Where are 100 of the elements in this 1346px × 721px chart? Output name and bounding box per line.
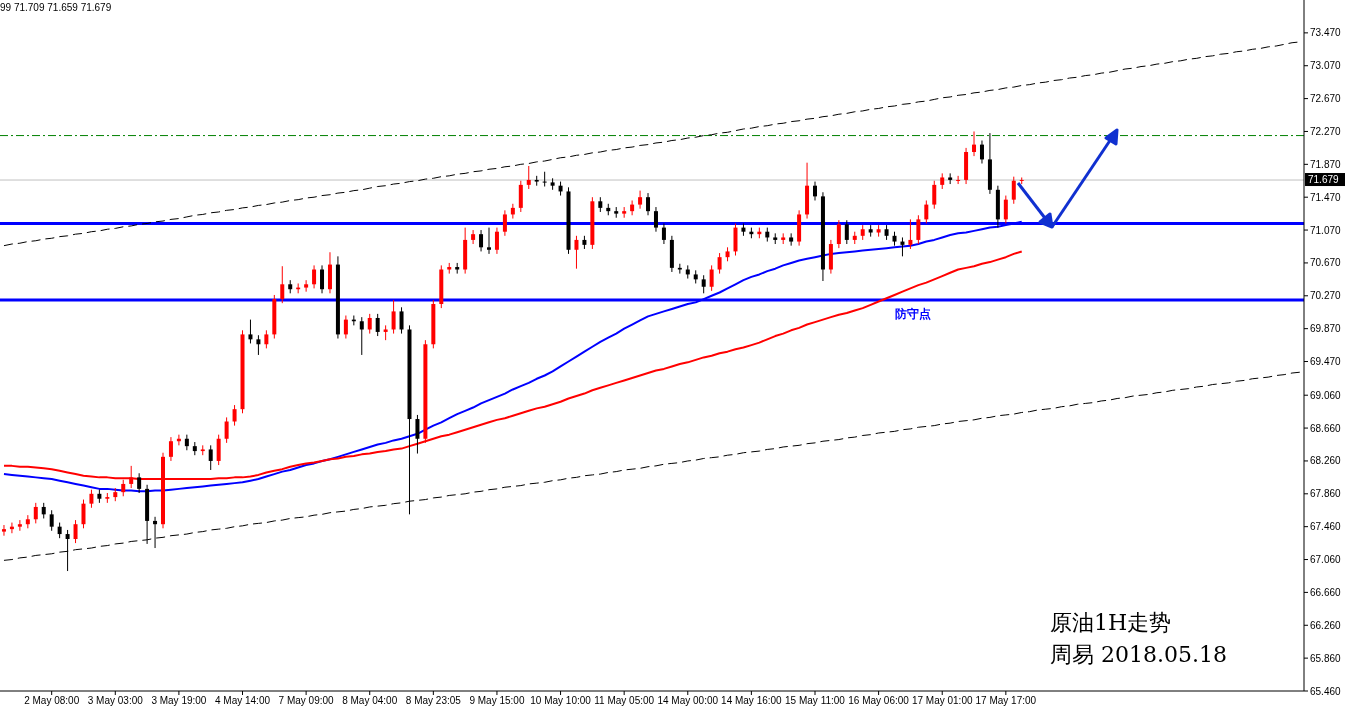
- candlestick: [630, 199, 635, 216]
- y-tick-label: 66.260: [1310, 619, 1342, 631]
- y-tick-label: 69.870: [1310, 323, 1342, 335]
- candlestick: [972, 130, 977, 157]
- candlestick: [932, 180, 937, 210]
- candlestick: [924, 199, 929, 224]
- candlestick: [789, 232, 794, 247]
- candlestick: [343, 315, 348, 340]
- candlestick: [653, 206, 658, 233]
- x-tick-label: 15 May 11:00: [785, 695, 846, 707]
- candlestick: [494, 227, 499, 255]
- candlestick: [717, 252, 722, 275]
- x-tick-label: 8 May 04:00: [342, 695, 398, 707]
- candlestick: [73, 519, 78, 544]
- y-tick-label: 71.870: [1310, 158, 1342, 170]
- candlestick: [487, 227, 491, 255]
- candlestick: [709, 264, 714, 292]
- candlestick: [900, 236, 905, 257]
- candlestick: [733, 222, 738, 257]
- y-tick-label: 68.260: [1310, 455, 1342, 467]
- ref-line-label: 71.679: [1308, 174, 1340, 186]
- candlestick: [701, 274, 706, 294]
- candlestick: [264, 329, 269, 349]
- candlestick: [375, 313, 380, 337]
- y-tick-label: 69.470: [1310, 356, 1342, 368]
- y-tick-label: 69.060: [1310, 389, 1342, 401]
- candlestick: [471, 229, 476, 245]
- y-tick-label: 70.270: [1310, 290, 1342, 302]
- x-tick-label: 9 May 15:00: [469, 695, 525, 707]
- candlestick: [184, 434, 189, 451]
- candlestick: [168, 436, 173, 462]
- candlestick: [81, 499, 86, 529]
- candlestick: [367, 313, 372, 335]
- x-tick-label: 17 May 01:00: [911, 695, 973, 707]
- candlestick: [956, 175, 961, 185]
- y-tick-label: 73.470: [1310, 27, 1342, 39]
- ref-line-label: 防守点: [894, 306, 931, 321]
- candlestick: [844, 219, 849, 245]
- y-tick-label: 72.270: [1310, 126, 1342, 138]
- x-tick-label: 16 May 06:00: [848, 695, 910, 707]
- x-tick-label: 17 May 17:00: [975, 695, 1037, 707]
- candlestick: [542, 171, 547, 188]
- candlestick: [813, 181, 817, 201]
- candlestick: [916, 214, 921, 245]
- y-tick-label: 73.070: [1310, 60, 1342, 72]
- candlestick: [256, 334, 261, 356]
- y-tick-label: 71.470: [1310, 191, 1342, 203]
- y-tick-label: 68.660: [1310, 422, 1342, 434]
- x-tick-label: 11 May 05:00: [594, 695, 655, 707]
- candlestick: [479, 229, 484, 252]
- x-tick-label: 3 May 19:00: [151, 695, 207, 707]
- candlestick: [638, 190, 643, 210]
- candlestick: [1011, 176, 1016, 205]
- x-tick-label: 10 May 10:00: [530, 695, 592, 707]
- candlestick: [518, 180, 523, 213]
- candlestick: [280, 265, 285, 304]
- annotation: 周易 2018.05.18: [1050, 641, 1227, 669]
- candlestick: [391, 299, 396, 335]
- candlestick: [661, 222, 666, 245]
- candlestick: [502, 209, 507, 237]
- y-tick-label: 67.860: [1310, 488, 1342, 500]
- x-tick-label: 7 May 09:00: [278, 695, 335, 707]
- candlestick: [49, 509, 54, 532]
- x-tick-label: 14 May 16:00: [721, 695, 783, 707]
- candlestick: [646, 192, 651, 216]
- candlestick: [248, 319, 253, 344]
- annotation: 99 71.709 71.659 71.679: [0, 2, 112, 13]
- candlestick: [574, 235, 579, 270]
- candlestick: [1, 524, 6, 537]
- candlestick: [1003, 195, 1008, 224]
- candlestick: [979, 140, 984, 165]
- candlestick: [153, 516, 158, 549]
- candlestick: [208, 444, 213, 471]
- y-tick-label: 67.060: [1310, 554, 1342, 566]
- candlestick: [224, 416, 229, 444]
- candlestick: [232, 404, 237, 427]
- x-tick-label: 14 May 00:00: [657, 695, 719, 707]
- y-tick-label: 70.670: [1310, 257, 1342, 269]
- candlestick: [304, 279, 309, 293]
- x-tick-label: 4 May 14:00: [214, 695, 271, 707]
- candlestick: [312, 264, 317, 289]
- x-tick-label: 3 May 03:00: [87, 695, 144, 707]
- candlestick: [216, 434, 221, 466]
- annotation: 原油1H走势: [1050, 609, 1172, 637]
- y-tick-label: 65.460: [1310, 685, 1342, 697]
- candlestick: [510, 203, 515, 220]
- y-tick-label: 67.460: [1310, 521, 1342, 533]
- candlestick: [526, 165, 531, 190]
- candlestick: [17, 519, 22, 532]
- candlestick: [137, 472, 142, 494]
- x-tick-label: 2 May 08:00: [24, 695, 80, 707]
- candlestick: [908, 218, 913, 250]
- y-tick-label: 71.070: [1310, 224, 1342, 236]
- y-tick-label: 72.670: [1310, 93, 1342, 105]
- x-tick-label: 8 May 23:05: [405, 695, 462, 707]
- candlestick: [399, 306, 404, 335]
- y-tick-label: 65.860: [1310, 652, 1342, 664]
- candlestick: [320, 264, 325, 294]
- candlestick: [836, 219, 841, 249]
- candlestick: [415, 414, 420, 455]
